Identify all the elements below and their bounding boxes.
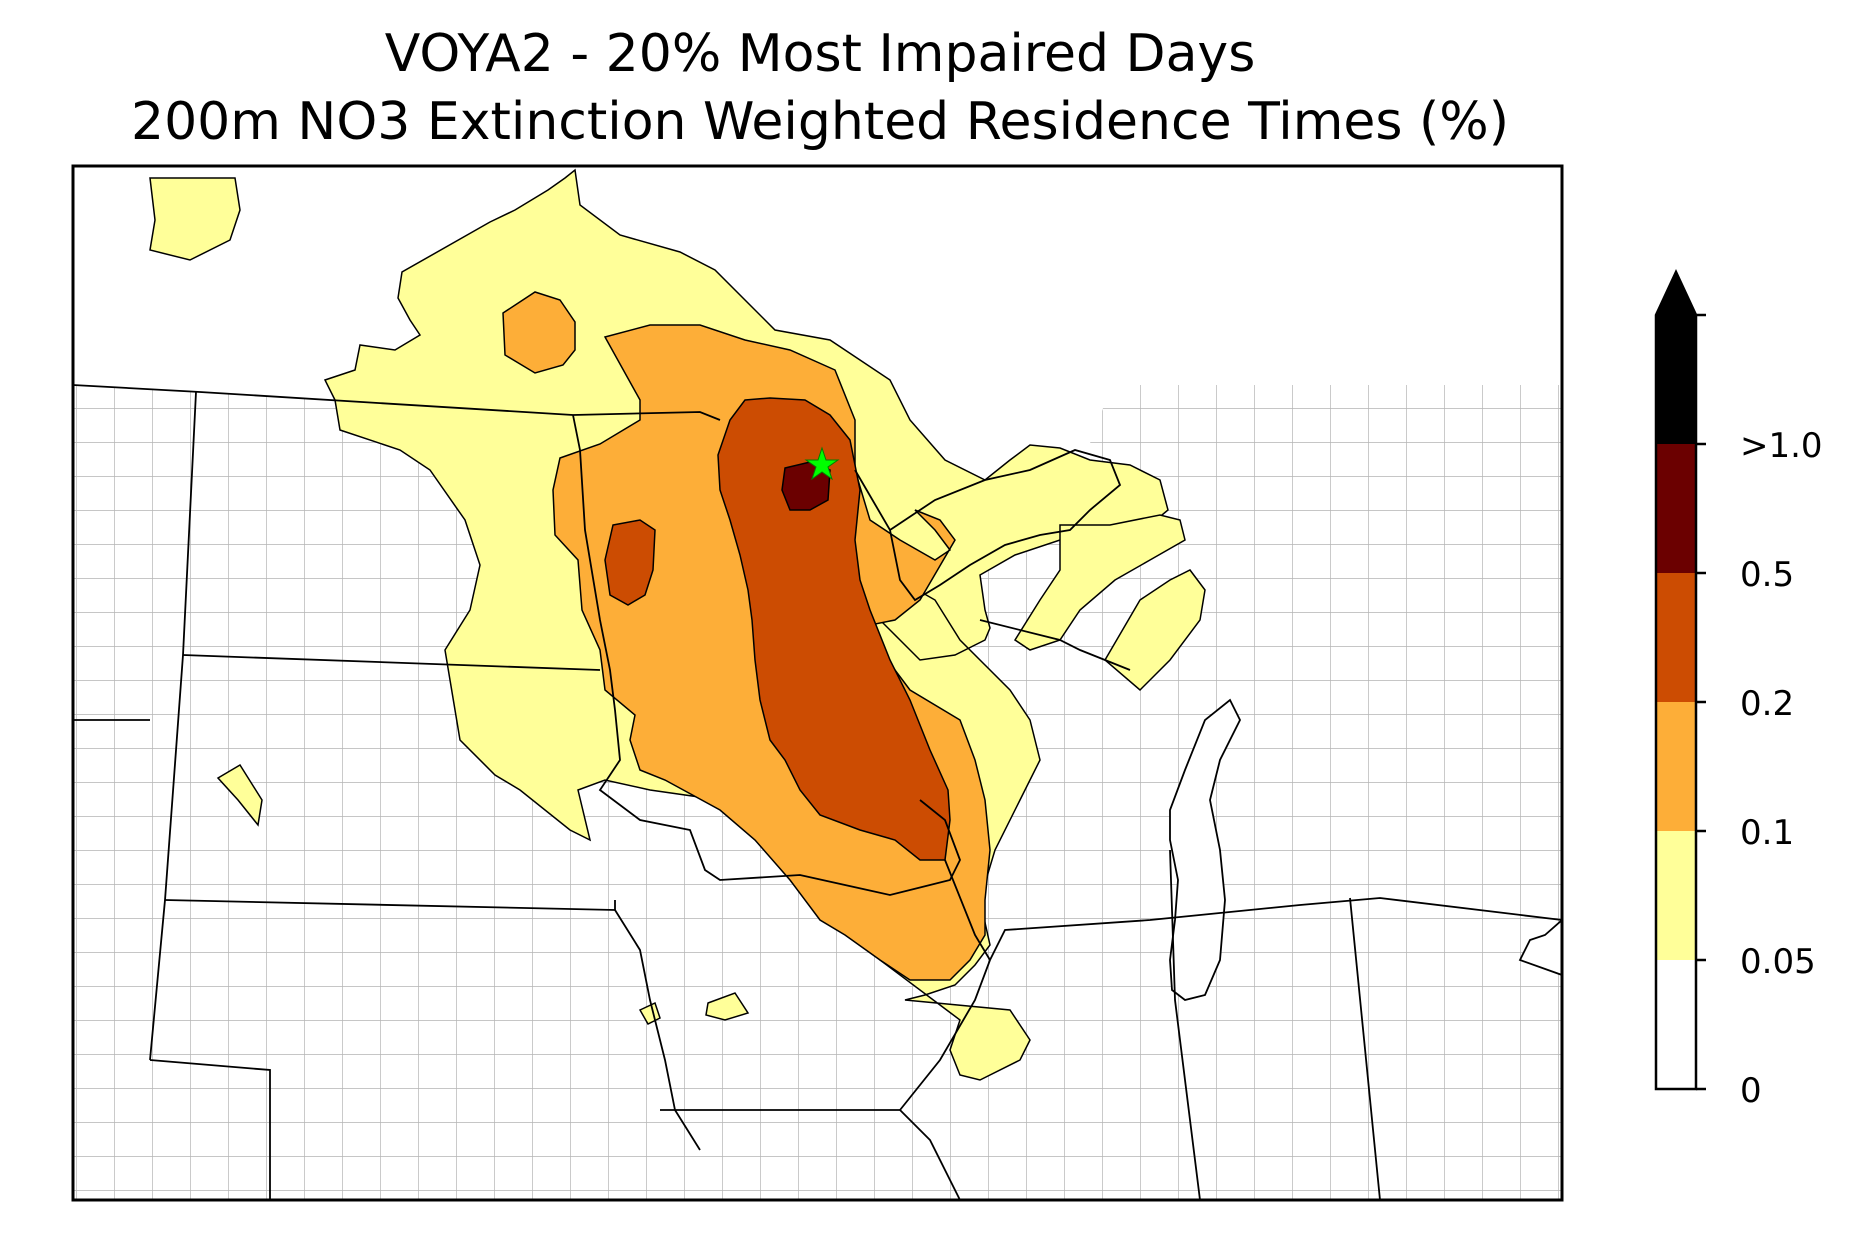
- colorbar-tick-label: 0.2: [1740, 684, 1795, 724]
- chart-title-line-2: 200m NO3 Extinction Weighted Residence T…: [131, 92, 1509, 152]
- state-boundaries: [73, 384, 1562, 1200]
- colorbar-tick-label: 0.5: [1740, 555, 1795, 595]
- voya2-site-marker: [804, 446, 840, 481]
- lake-huron: [1518, 918, 1562, 976]
- colorbar-tick-label: 0.1: [1740, 813, 1795, 853]
- colorbar-tick-label: 0: [1740, 1071, 1762, 1111]
- contour-0.2-0.5: [604, 397, 951, 861]
- colorbar-tick-label: >1.0: [1740, 426, 1823, 466]
- colorbar-bin-0.2: [1656, 573, 1696, 702]
- lake-michigan: [1169, 698, 1242, 1001]
- colorbar: [1654, 269, 1706, 1091]
- colorbar-extend-arrow: [1656, 272, 1696, 315]
- colorbar-bin-0.1: [1656, 702, 1696, 831]
- colorbar-bin-0: [1656, 960, 1696, 1089]
- colorbar-tick-label: 0.05: [1740, 942, 1816, 982]
- colorbar-bin-0.5: [1656, 444, 1696, 573]
- map-frame: [71, 164, 1564, 1202]
- colorbar-bin-over: [1656, 315, 1696, 444]
- lake-superior: [888, 449, 1122, 602]
- colorbar-bin-0.05: [1656, 831, 1696, 960]
- chart-title-line-1: VOYA2 - 20% Most Impaired Days: [384, 24, 1256, 84]
- colorbar-outline: [1654, 269, 1698, 1091]
